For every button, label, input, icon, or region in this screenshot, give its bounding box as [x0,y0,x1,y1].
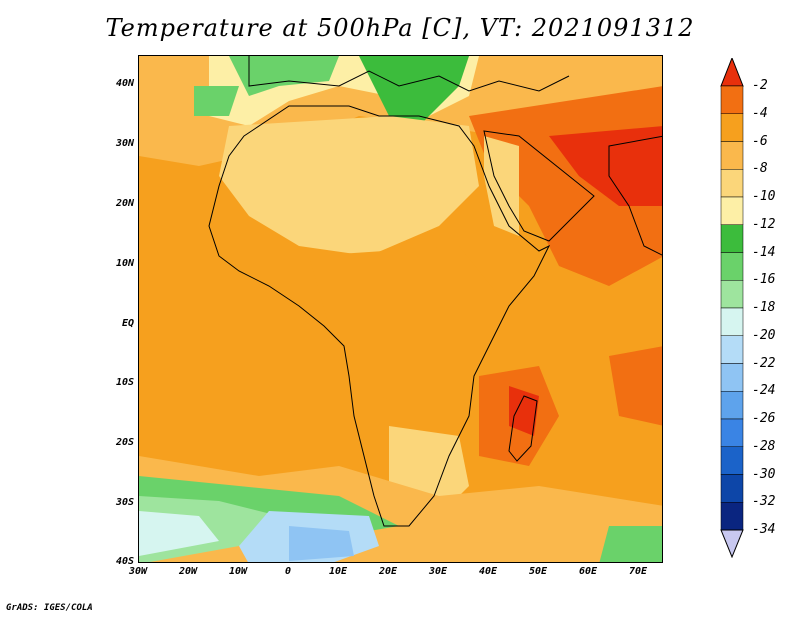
field-central-africa [309,246,499,406]
lat-label-20s: 20S [115,437,134,448]
colorbar-tick-label: -14 [752,244,776,260]
field-arabia-hottest [549,126,662,206]
lat-label-40n: 40N [115,78,134,89]
colorbar-segment [720,307,744,336]
map-panel [138,55,663,563]
field-green-med [359,56,469,126]
lon-label-40e: 40E [478,566,498,577]
field-red-sea [484,136,519,236]
colorbar-segment [720,474,744,503]
lon-label-0: 0 [284,566,292,577]
colorbar-tick-label: -10 [752,189,776,204]
colorbar-segment [720,418,744,447]
colorbar-segment [720,252,744,281]
colorbar-segment [720,85,744,114]
colorbar-tick-label: -2 [752,78,768,93]
lat-label-30s: 30S [115,497,134,508]
temperature-map [139,56,662,562]
europe-outline [248,56,570,92]
colorbar-segment [720,335,744,364]
colorbar-tick-label: -24 [752,383,776,399]
madagascar-outline [508,395,538,462]
arabia-outline [483,130,595,242]
colorbar-tick-label: -32 [752,494,776,510]
africa-coastline [208,105,551,527]
colorbar-segment [720,446,744,475]
credit-text: GrADS: IGES/COLA [6,603,93,613]
colorbar-tick-label: -16 [752,272,776,288]
colorbar-tick-label: -28 [752,438,776,454]
lon-label-20e: 20E [378,566,398,577]
field-green-west [229,56,339,96]
colorbar-segment [720,169,744,198]
colorbar [720,58,744,558]
colorbar-segment [720,363,744,392]
colorbar-tick-label: -8 [752,161,768,177]
colorbar-bottom-arrow [720,529,744,558]
field-io-warm [609,346,662,426]
colorbar-segment [720,141,744,170]
colorbar-tick-label: -6 [752,133,768,149]
field-south-blue-deep [289,526,354,561]
lat-label-40s: 40S [115,556,134,567]
colorbar-tick-label: -26 [752,411,776,426]
lat-label-10n: 10N [115,258,134,269]
colorbar-tick-label: -30 [752,466,776,482]
colorbar-segment [720,196,744,225]
colorbar-tick-label: -18 [752,300,776,315]
lon-label-10e: 10E [328,566,348,577]
lat-label-30n: 30N [115,138,134,149]
colorbar-tick-label: -12 [752,216,776,232]
colorbar-tick-label: -22 [752,355,776,371]
lon-label-30w: 30W [128,566,148,577]
lon-label-30e: 30E [428,566,448,577]
lon-label-20w: 20W [178,566,198,577]
colorbar-segment [720,224,744,253]
india-outline [608,135,662,256]
colorbar-segment [720,113,744,142]
lon-label-10w: 10W [228,566,248,577]
lon-label-50e: 50E [528,566,548,577]
colorbar-segment [720,502,744,531]
lat-label-20n: 20N [115,198,134,209]
colorbar-tick-label: -20 [752,327,776,343]
field-se-green [599,526,662,562]
colorbar-top-arrow [720,58,744,87]
colorbar-tick-label: -4 [752,105,768,121]
field-south-cyan [139,511,219,556]
page-title: Temperature at 500hPa [C], VT: 202109131… [105,14,695,42]
lon-label-60e: 60E [578,566,598,577]
colorbar-segment [720,280,744,309]
field-sahara [219,116,479,256]
colorbar-segment [720,391,744,420]
lat-label-eq: EQ [121,318,134,329]
lon-label-70e: 70E [628,566,648,577]
field-green-spot [194,86,239,116]
colorbar-tick-label: -34 [752,522,776,537]
lat-label-10s: 10S [115,377,134,388]
